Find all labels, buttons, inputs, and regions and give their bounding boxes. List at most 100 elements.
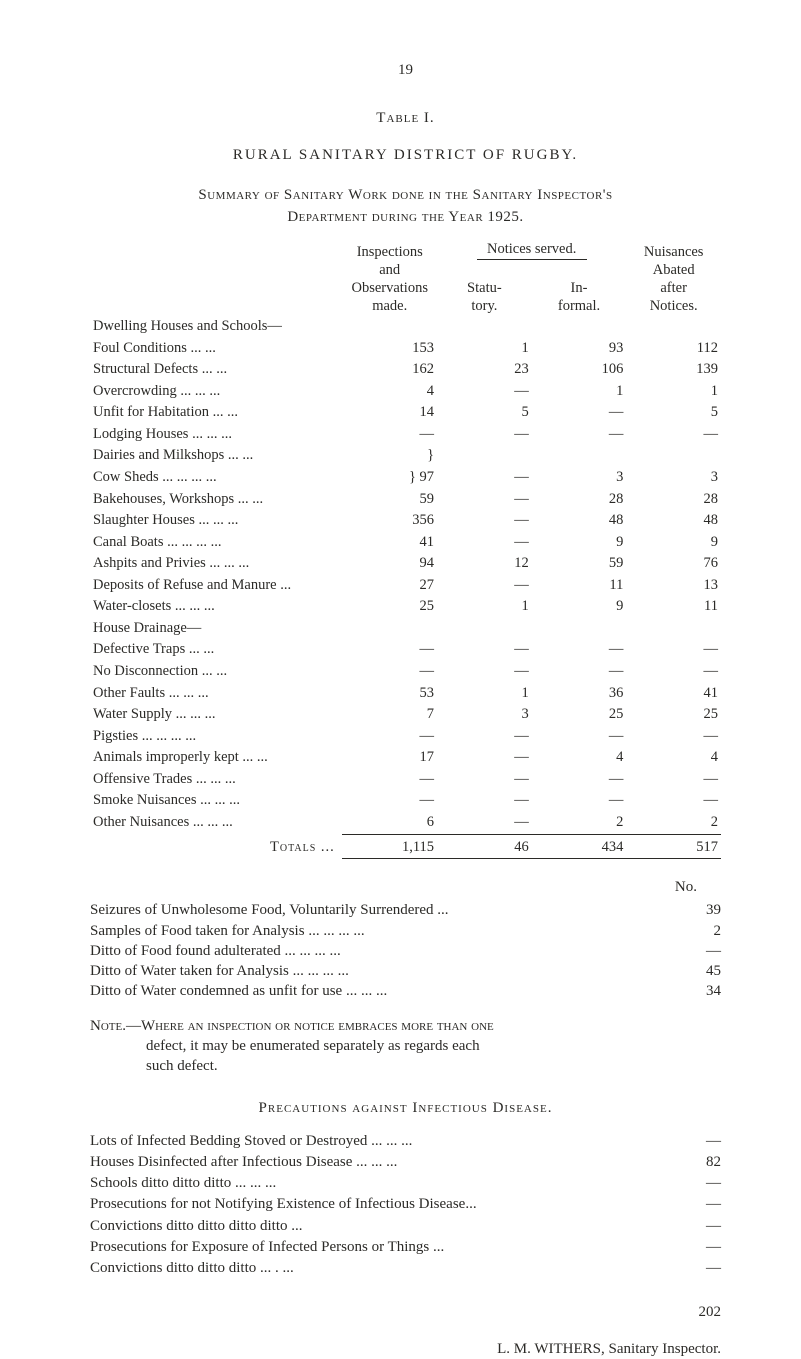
- table-row: Structural Defects ... ...16223106139: [90, 359, 721, 381]
- row-obs: }: [342, 445, 437, 467]
- signature-block: 202 L. M. WITHERS, Sanitary Inspector.: [90, 1302, 721, 1359]
- note-paragraph: Note.—Where an inspection or notice embr…: [90, 1016, 721, 1077]
- precaution-text: Lots of Infected Bedding Stoved or Destr…: [90, 1131, 671, 1151]
- row-label: Pigsties ... ... ... ...: [90, 726, 342, 748]
- row-informal: [532, 618, 627, 640]
- row-nuisances: 3: [626, 467, 721, 489]
- head-after: after: [626, 280, 721, 298]
- row-informal: 2: [532, 812, 627, 834]
- table-row: Smoke Nuisances ... ... ...————: [90, 790, 721, 812]
- head-made: made.: [342, 298, 437, 316]
- row-obs: 4: [342, 381, 437, 403]
- row-nuisances: 139: [626, 359, 721, 381]
- precaution-text: Schools ditto ditto ditto ... ... ...: [90, 1173, 671, 1193]
- row-obs: —: [342, 790, 437, 812]
- head-nuisances: Nuisances: [626, 241, 721, 262]
- row-informal: —: [532, 639, 627, 661]
- head-inspections: Inspections: [342, 241, 437, 262]
- seizure-text: Samples of Food taken for Analysis ... .…: [90, 921, 671, 941]
- row-statu: —: [437, 769, 532, 791]
- row-nuisances: 13: [626, 575, 721, 597]
- table-row: Pigsties ... ... ... ...————: [90, 726, 721, 748]
- row-informal: 106: [532, 359, 627, 381]
- row-informal: [532, 445, 627, 467]
- table-row: Offensive Trades ... ... ...————: [90, 769, 721, 791]
- row-statu: —: [437, 532, 532, 554]
- row-label: Defective Traps ... ...: [90, 639, 342, 661]
- row-statu: —: [437, 639, 532, 661]
- totals-informal: 434: [532, 834, 627, 859]
- precaution-row: Schools ditto ditto ditto ... ... ...—: [90, 1173, 721, 1193]
- table-header-row-3: Observations Statu- In- after: [90, 280, 721, 298]
- row-nuisances: —: [626, 769, 721, 791]
- row-informal: 1: [532, 381, 627, 403]
- seizure-row: Samples of Food taken for Analysis ... .…: [90, 921, 721, 941]
- head-abated: Abated: [626, 262, 721, 280]
- table-row: Animals improperly kept ... ...17—44: [90, 747, 721, 769]
- row-obs: 162: [342, 359, 437, 381]
- row-obs: [342, 618, 437, 640]
- table-row: No Disconnection ... ...————: [90, 661, 721, 683]
- row-informal: —: [532, 661, 627, 683]
- row-statu: —: [437, 510, 532, 532]
- row-obs: 27: [342, 575, 437, 597]
- row-label: Animals improperly kept ... ...: [90, 747, 342, 769]
- totals-row: Totals ... 1,115 46 434 517: [90, 834, 721, 859]
- row-obs: 14: [342, 402, 437, 424]
- note-line-3: such defect.: [90, 1056, 721, 1076]
- row-label: Offensive Trades ... ... ...: [90, 769, 342, 791]
- precaution-value: —: [671, 1173, 721, 1193]
- row-nuisances: 5: [626, 402, 721, 424]
- row-informal: —: [532, 726, 627, 748]
- row-label: No Disconnection ... ...: [90, 661, 342, 683]
- row-obs: 25: [342, 596, 437, 618]
- precaution-text: Prosecutions for not Notifying Existence…: [90, 1194, 671, 1214]
- table-row: Water Supply ... ... ...732525: [90, 704, 721, 726]
- page-number: 19: [90, 60, 721, 80]
- row-label: Foul Conditions ... ...: [90, 338, 342, 360]
- row-label: Other Nuisances ... ... ...: [90, 812, 342, 834]
- seizure-row: Ditto of Water condemned as unfit for us…: [90, 981, 721, 1001]
- row-label: Slaughter Houses ... ... ...: [90, 510, 342, 532]
- row-nuisances: 1: [626, 381, 721, 403]
- row-statu: —: [437, 467, 532, 489]
- totals-statu: 46: [437, 834, 532, 859]
- row-label: Bakehouses, Workshops ... ...: [90, 489, 342, 511]
- seizure-value: 34: [671, 981, 721, 1001]
- precaution-value: —: [671, 1258, 721, 1278]
- seizure-row: Seizures of Unwholesome Food, Voluntaril…: [90, 900, 721, 920]
- row-obs: 356: [342, 510, 437, 532]
- row-statu: —: [437, 812, 532, 834]
- row-informal: 9: [532, 532, 627, 554]
- row-obs: 17: [342, 747, 437, 769]
- row-label: Ashpits and Privies ... ... ...: [90, 553, 342, 575]
- row-nuisances: 11: [626, 596, 721, 618]
- row-statu: —: [437, 747, 532, 769]
- row-nuisances: [626, 316, 721, 338]
- row-nuisances: [626, 445, 721, 467]
- row-obs: 7: [342, 704, 437, 726]
- seizure-text: Ditto of Water condemned as unfit for us…: [90, 981, 671, 1001]
- row-informal: [532, 316, 627, 338]
- row-label: Water Supply ... ... ...: [90, 704, 342, 726]
- row-statu: 1: [437, 596, 532, 618]
- table-row: Overcrowding ... ... ...4—11: [90, 381, 721, 403]
- precaution-row: Prosecutions for not Notifying Existence…: [90, 1194, 721, 1214]
- totals-obs: 1,115: [342, 834, 437, 859]
- table-row: Lodging Houses ... ... ...————: [90, 424, 721, 446]
- seizure-row: Ditto of Food found adulterated ... ... …: [90, 941, 721, 961]
- row-obs: 41: [342, 532, 437, 554]
- row-label: Canal Boats ... ... ... ...: [90, 532, 342, 554]
- row-informal: —: [532, 402, 627, 424]
- row-label: Dwelling Houses and Schools—: [90, 316, 342, 338]
- row-label: Water-closets ... ... ...: [90, 596, 342, 618]
- row-obs: } 97: [342, 467, 437, 489]
- row-nuisances: —: [626, 424, 721, 446]
- row-label: House Drainage—: [90, 618, 342, 640]
- row-statu: 5: [437, 402, 532, 424]
- row-statu: —: [437, 726, 532, 748]
- row-informal: 4: [532, 747, 627, 769]
- precautions-rows: Lots of Infected Bedding Stoved or Destr…: [90, 1131, 721, 1279]
- row-nuisances: 76: [626, 553, 721, 575]
- totals-label: Totals ...: [90, 834, 342, 859]
